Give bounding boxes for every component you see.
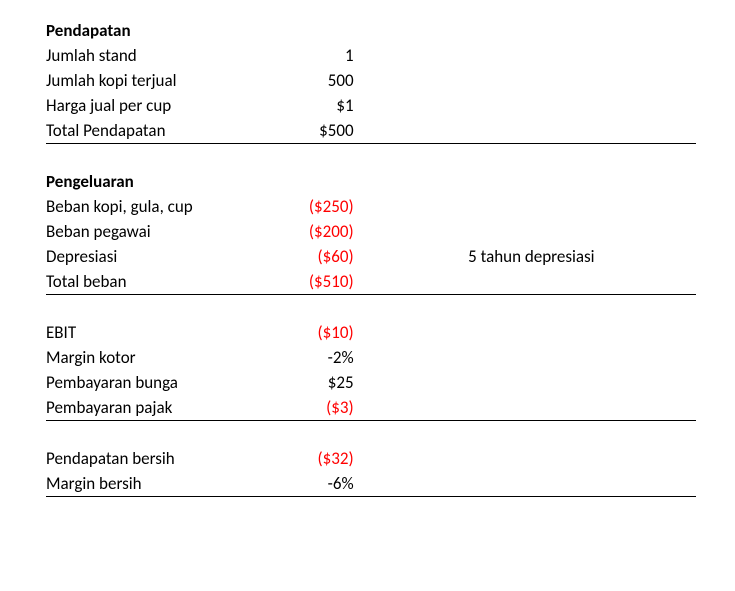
row-value: -6% (254, 471, 359, 497)
spacer-row (46, 295, 696, 320)
table-row: Pembayaran pajak ($3) (46, 395, 696, 421)
table: Pendapatan Jumlah stand 1 Jumlah kopi te… (46, 18, 696, 497)
table-row: Pembayaran bunga $25 (46, 370, 696, 395)
row-label: Margin bersih (46, 471, 254, 497)
section-header: Pengeluaran (46, 169, 254, 194)
row-value: $25 (254, 370, 359, 395)
section-header-row: Pengeluaran (46, 169, 696, 194)
row-value: ($200) (254, 219, 359, 244)
row-label: Pendapatan bersih (46, 446, 254, 471)
table-row: Beban pegawai ($200) (46, 219, 696, 244)
spacer-row (46, 144, 696, 169)
row-label: Beban pegawai (46, 219, 254, 244)
row-label: Pembayaran pajak (46, 395, 254, 421)
section-header-row: Pendapatan (46, 18, 696, 43)
row-value: ($510) (254, 269, 359, 295)
row-label: Beban kopi, gula, cup (46, 194, 254, 219)
row-note (468, 219, 696, 244)
table-row: Margin bersih -6% (46, 471, 696, 497)
row-label: Margin kotor (46, 345, 254, 370)
table-row: Beban kopi, gula, cup ($250) (46, 194, 696, 219)
table-row: Margin kotor -2% (46, 345, 696, 370)
row-label: Total Pendapatan (46, 118, 254, 144)
row-label: EBIT (46, 320, 254, 345)
table-row: Jumlah stand 1 (46, 43, 696, 68)
row-value: $500 (254, 118, 359, 144)
table-row: Harga jual per cup $1 (46, 93, 696, 118)
table-row: Depresiasi ($60) 5 tahun depresiasi (46, 244, 696, 269)
table-row: Jumlah kopi terjual 500 (46, 68, 696, 93)
row-label: Jumlah kopi terjual (46, 68, 254, 93)
row-note: 5 tahun depresiasi (468, 244, 696, 269)
row-value: 500 (254, 68, 359, 93)
section-header: Pendapatan (46, 18, 254, 43)
spacer-row (46, 421, 696, 446)
row-value: ($250) (254, 194, 359, 219)
row-note (468, 194, 696, 219)
row-value: ($10) (254, 320, 359, 345)
row-label: Harga jual per cup (46, 93, 254, 118)
row-note (468, 269, 696, 295)
divider (46, 497, 696, 498)
table-row: EBIT ($10) (46, 320, 696, 345)
row-value: ($3) (254, 395, 359, 421)
table-row: Total beban ($510) (46, 269, 696, 295)
table-row: Pendapatan bersih ($32) (46, 446, 696, 471)
row-value: ($60) (254, 244, 359, 269)
row-value: ($32) (254, 446, 359, 471)
row-label: Jumlah stand (46, 43, 254, 68)
row-value: 1 (254, 43, 359, 68)
row-value: $1 (254, 93, 359, 118)
row-label: Total beban (46, 269, 254, 295)
row-label: Pembayaran bunga (46, 370, 254, 395)
row-label: Depresiasi (46, 244, 254, 269)
income-statement-table: Pendapatan Jumlah stand 1 Jumlah kopi te… (46, 18, 696, 497)
row-value: -2% (254, 345, 359, 370)
table-row: Total Pendapatan $500 (46, 118, 696, 144)
